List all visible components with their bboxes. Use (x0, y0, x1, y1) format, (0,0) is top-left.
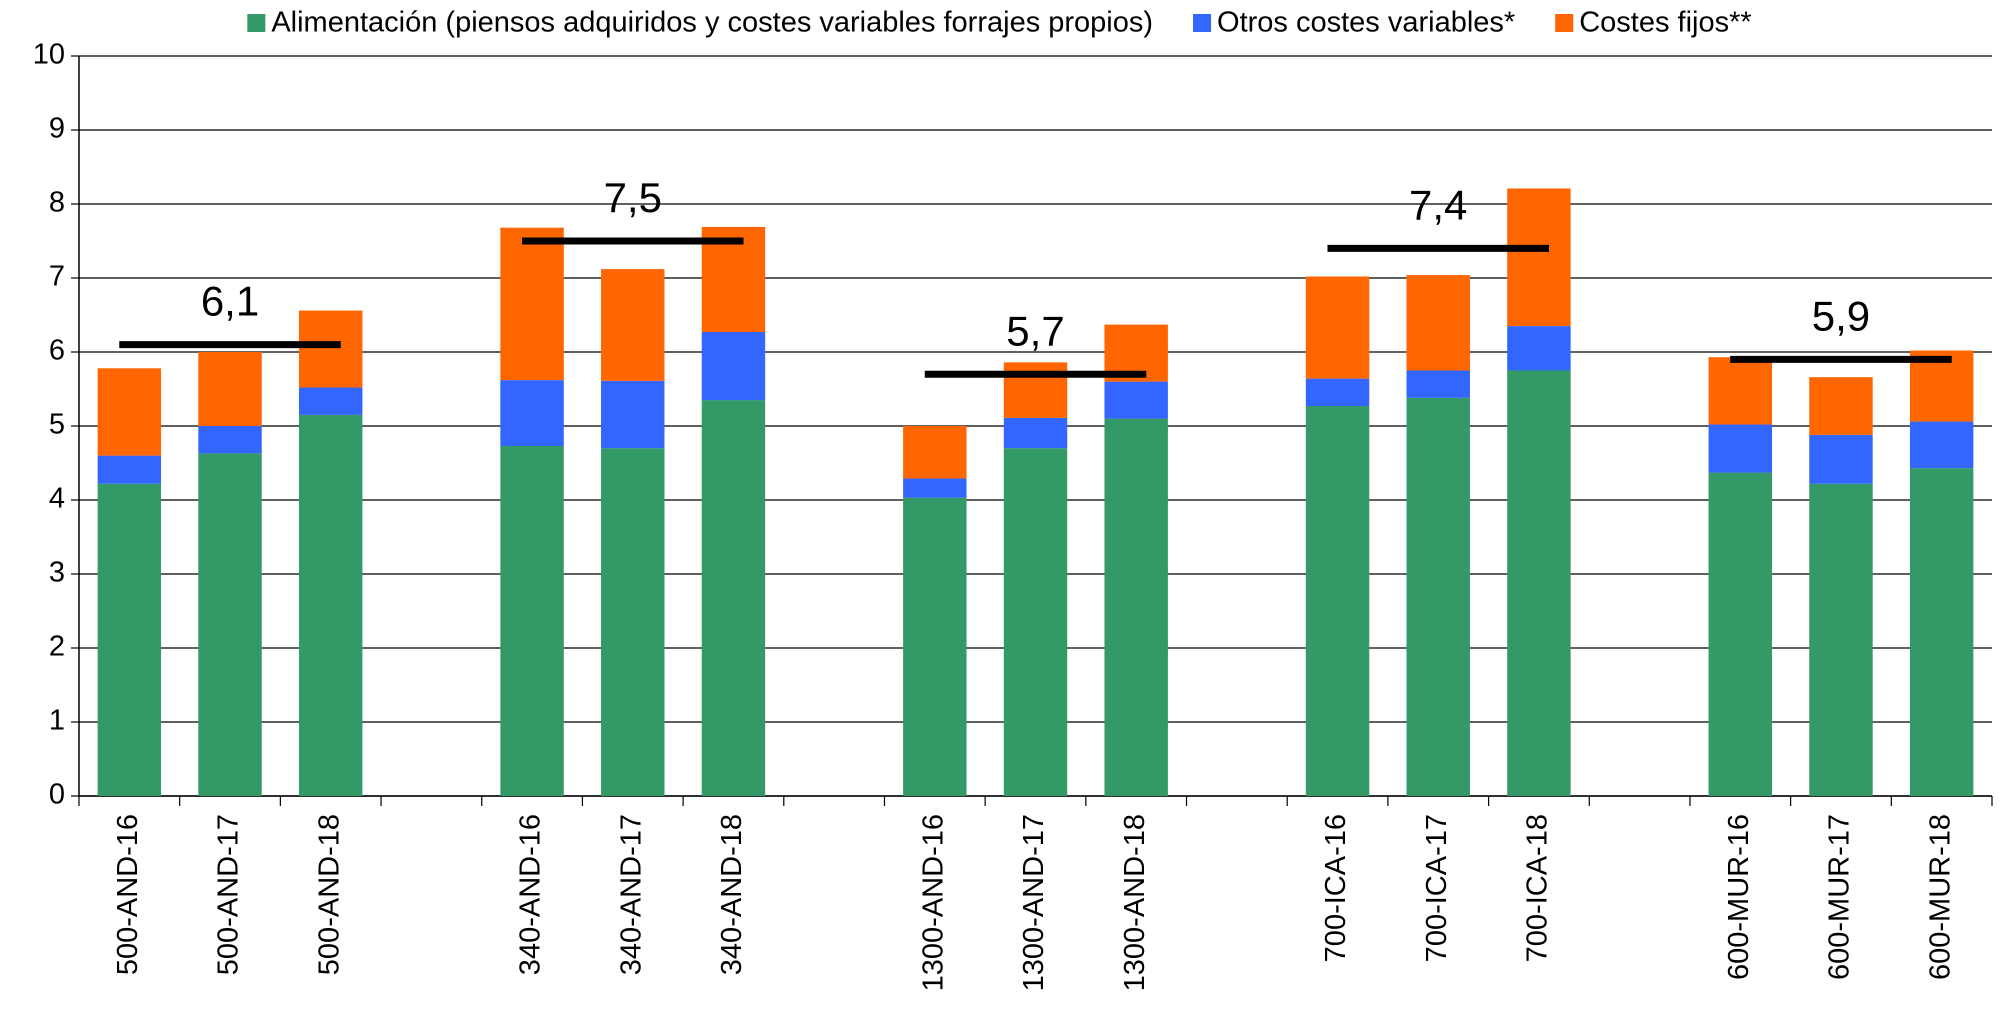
legend-swatch (247, 14, 266, 32)
bar-segment (903, 426, 967, 479)
bar-segment (1507, 326, 1571, 371)
bar-segment (1909, 421, 1974, 469)
bar-segment (1507, 188, 1571, 327)
legend-swatch (1555, 14, 1574, 32)
bar-segment (1406, 370, 1470, 398)
bar-segment (1809, 483, 1873, 796)
bar-segment (1104, 418, 1168, 796)
bar-segment (1708, 357, 1773, 425)
x-tick-label: 340-AND-17 (615, 814, 647, 975)
bar-segment (97, 483, 162, 796)
legend-label: Costes fijos** (1579, 7, 1751, 39)
bar-segment (1809, 434, 1873, 484)
bar-segment (1003, 448, 1068, 796)
x-tick-label: 340-AND-18 (716, 814, 748, 975)
average-label: 7,4 (1409, 181, 1467, 228)
x-tick-label: 600-MUR-17 (1824, 814, 1856, 980)
bar-segment (1305, 406, 1370, 796)
bar-segment (1003, 362, 1068, 418)
bar-segment (1708, 424, 1773, 473)
legend-label: Alimentación (piensos adquiridos y coste… (271, 7, 1153, 39)
y-tick-label: 8 (49, 187, 65, 219)
bar-segment (1809, 377, 1873, 435)
x-tick-label: 500-AND-16 (112, 814, 144, 975)
average-label: 5,7 (1006, 307, 1064, 354)
legend-label: Otros costes variables* (1217, 7, 1515, 39)
legend: Alimentación (piensos adquiridos y coste… (247, 7, 1752, 39)
x-tick-label: 500-AND-17 (213, 814, 245, 975)
bar-segment (198, 352, 262, 426)
bar-segment (500, 380, 564, 446)
y-tick-label: 0 (49, 779, 65, 811)
x-tick-label: 1300-AND-16 (917, 814, 949, 991)
y-tick-label: 6 (49, 335, 65, 367)
bar-segment (1406, 397, 1470, 796)
bar-segment (500, 445, 564, 796)
bar-segment (500, 227, 564, 381)
bar-segment (97, 368, 162, 456)
average-label: 6,1 (201, 278, 259, 325)
bar-segment (601, 448, 665, 796)
x-tick-label: 1300-AND-17 (1018, 814, 1050, 991)
y-tick-label: 2 (49, 631, 65, 663)
bar-segment (1305, 276, 1370, 379)
y-tick-label: 1 (49, 705, 65, 737)
bar-segment (298, 310, 363, 388)
bar-segment (1104, 381, 1168, 419)
x-tick-label: 600-MUR-16 (1723, 814, 1755, 980)
bar-segment (1708, 472, 1773, 796)
y-tick-label: 7 (49, 261, 65, 293)
bar-segment (198, 453, 262, 796)
bar-segment (1909, 468, 1974, 796)
legend-swatch (1193, 14, 1212, 32)
y-tick-label: 3 (49, 557, 65, 589)
bar-segment (601, 269, 665, 381)
x-tick-label: 600-MUR-18 (1924, 814, 1956, 980)
bar-segment (198, 426, 262, 454)
bar-segment (298, 414, 363, 796)
y-tick-label: 10 (33, 39, 65, 71)
y-tick-label: 4 (49, 483, 65, 515)
average-label: 5,9 (1812, 292, 1870, 339)
bar-segment (1406, 275, 1470, 371)
bar-segment (1003, 417, 1068, 449)
x-tick-label: 1300-AND-18 (1119, 814, 1151, 991)
bar-segment (298, 387, 363, 415)
y-tick-label: 5 (49, 409, 65, 441)
x-tick-label: 500-AND-18 (313, 814, 345, 975)
x-tick-label: 700-ICA-17 (1421, 814, 1453, 962)
x-tick-label: 700-ICA-18 (1522, 814, 1554, 962)
bar-segment (601, 380, 665, 449)
x-tick-label: 340-AND-16 (515, 814, 547, 975)
average-label: 7,5 (604, 174, 662, 221)
bar-segment (701, 332, 766, 401)
y-tick-label: 9 (49, 113, 65, 145)
bar-segment (903, 497, 967, 796)
bar-segment (97, 455, 162, 484)
bar-segment (903, 478, 967, 498)
bar-segment (1507, 370, 1571, 796)
bar-segment (1305, 378, 1370, 407)
x-tick-label: 700-ICA-16 (1320, 814, 1352, 962)
bar-segment (701, 400, 766, 796)
